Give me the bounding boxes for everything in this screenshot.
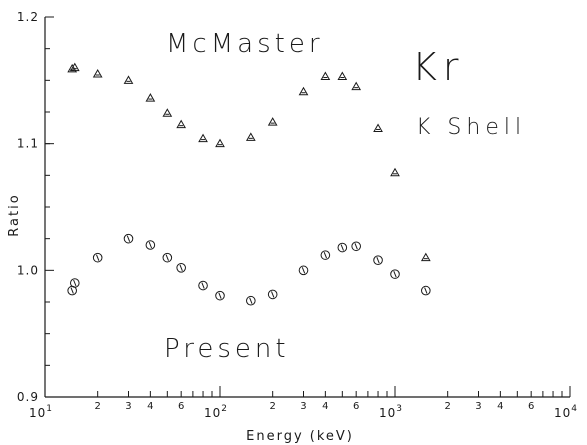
x-tick-base: 10 bbox=[554, 406, 571, 420]
circle-marker-slash bbox=[271, 291, 275, 298]
x-minor-tick-label: 3 bbox=[475, 401, 481, 412]
y-ticks: 0.9 1.0 1.1 1.2 bbox=[17, 10, 54, 404]
x-minor-tick-label: 3 bbox=[300, 401, 306, 412]
x-minor-tick-label: 4 bbox=[497, 401, 503, 412]
circle-marker bbox=[215, 290, 225, 301]
triangle-marker bbox=[69, 62, 80, 72]
y-tick-label: 1.1 bbox=[17, 137, 39, 151]
triangle-marker bbox=[215, 138, 225, 148]
x-tick-base: 10 bbox=[29, 406, 46, 420]
x-tick-exponent: 2 bbox=[221, 404, 228, 414]
circle-marker-slash bbox=[218, 292, 222, 299]
x-minor-tick-label: 6 bbox=[528, 401, 534, 412]
triangle-marker bbox=[267, 117, 278, 126]
y-tick-label: 1.2 bbox=[17, 10, 39, 24]
circle-marker bbox=[298, 265, 309, 276]
triangle-marker bbox=[337, 71, 348, 81]
circle-marker-slash bbox=[70, 287, 74, 294]
circle-marker bbox=[320, 250, 331, 260]
x-tick-exponent: 4 bbox=[571, 404, 578, 414]
data-markers bbox=[67, 62, 431, 306]
circle-marker bbox=[373, 255, 383, 266]
x-minor-tick-label: 2 bbox=[94, 401, 100, 412]
circle-marker bbox=[198, 280, 208, 291]
x-minor-tick-label: 3 bbox=[125, 401, 131, 412]
circle-marker bbox=[145, 240, 156, 250]
circle-marker-slash bbox=[393, 270, 397, 278]
y-tick-label: 0.9 bbox=[17, 390, 39, 404]
circle-marker-slash bbox=[201, 282, 205, 289]
circle-marker-slash bbox=[249, 297, 253, 304]
circle-marker-slash bbox=[301, 267, 306, 274]
x-minor-tick-label: 4 bbox=[322, 401, 328, 412]
x-tick-label: 102 bbox=[204, 404, 228, 420]
circle-marker bbox=[246, 295, 256, 306]
triangle-marker bbox=[373, 123, 383, 132]
circle-marker bbox=[351, 241, 361, 252]
circle-marker-slash bbox=[340, 244, 344, 251]
x-tick-exponent: 1 bbox=[46, 404, 53, 414]
circle-marker bbox=[162, 252, 173, 263]
element-annotation: Kr bbox=[412, 45, 465, 89]
circle-marker bbox=[390, 269, 400, 279]
circle-marker-slash bbox=[179, 264, 183, 271]
circle-marker bbox=[337, 242, 348, 253]
x-tick-base: 10 bbox=[204, 406, 221, 420]
series-annotation-top: McMaster bbox=[166, 29, 324, 59]
shell-annotation: K Shell bbox=[416, 115, 526, 140]
circle-marker-slash bbox=[165, 254, 169, 261]
x-tick-label: 103 bbox=[379, 404, 403, 420]
x-tick-exponent: 3 bbox=[396, 404, 403, 414]
circle-marker-slash bbox=[126, 235, 131, 242]
triangle-marker bbox=[298, 86, 309, 96]
triangle-marker bbox=[123, 75, 134, 84]
triangle-marker bbox=[420, 252, 431, 262]
triangle-marker bbox=[162, 108, 173, 117]
circle-marker bbox=[421, 285, 431, 296]
circle-marker-slash bbox=[424, 287, 428, 294]
circle-marker-slash bbox=[323, 251, 328, 259]
series-annotation-bottom: Present bbox=[164, 334, 290, 364]
x-minor-tick-label: 4 bbox=[147, 401, 153, 412]
triangle-marker bbox=[390, 167, 400, 177]
circle-marker bbox=[123, 233, 134, 244]
triangle-marker bbox=[245, 132, 256, 141]
x-tick-label: 104 bbox=[554, 404, 578, 420]
triangle-marker bbox=[320, 71, 331, 81]
x-tick-base: 10 bbox=[379, 406, 396, 420]
triangle-marker bbox=[198, 133, 208, 143]
x-axis-label: Energy (keV) bbox=[246, 429, 354, 444]
triangle-marker bbox=[176, 119, 187, 129]
x-tick-label: 101 bbox=[29, 404, 53, 420]
circle-marker-slash bbox=[376, 257, 380, 264]
y-tick-label: 1.0 bbox=[17, 263, 39, 277]
y-axis-label: Ratio bbox=[7, 193, 22, 236]
circle-marker-slash bbox=[96, 254, 100, 261]
circle-marker-slash bbox=[148, 241, 153, 249]
circle-marker bbox=[69, 278, 80, 288]
circle-marker-slash bbox=[354, 243, 358, 250]
x-minor-tick-label: 2 bbox=[269, 401, 275, 412]
x-minor-tick-label: 6 bbox=[178, 401, 184, 412]
x-minor-tick-label: 6 bbox=[353, 401, 359, 412]
circle-marker bbox=[92, 252, 103, 263]
circle-marker-slash bbox=[73, 279, 77, 287]
triangle-marker bbox=[145, 93, 156, 102]
circle-marker bbox=[176, 263, 186, 273]
x-minor-tick-label: 2 bbox=[444, 401, 450, 412]
triangle-marker bbox=[92, 68, 103, 78]
circle-marker bbox=[267, 289, 278, 300]
triangle-marker bbox=[351, 81, 362, 91]
chart-axes bbox=[44, 17, 570, 398]
